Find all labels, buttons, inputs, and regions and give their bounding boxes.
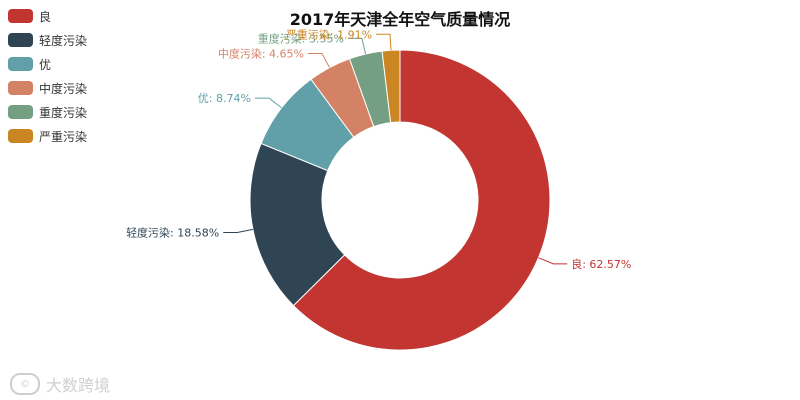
slice-label: 严重污染: 1.91% [286, 27, 372, 41]
legend-swatch [8, 129, 33, 143]
watermark-logo-icon: © [10, 373, 40, 395]
label-leader-line [376, 33, 392, 51]
watermark-text: 大数跨境 [46, 376, 111, 395]
legend-item[interactable]: 中度污染 [8, 76, 87, 100]
legend-item[interactable]: 重度污染 [8, 100, 87, 124]
legend-label: 严重污染 [39, 129, 88, 144]
label-leader-line [538, 257, 568, 265]
watermark: © 大数跨境 [10, 372, 110, 396]
legend-label: 优 [39, 57, 52, 72]
legend-swatch [8, 81, 33, 95]
pie-slice[interactable] [249, 142, 346, 307]
legend-label: 重度污染 [39, 105, 88, 120]
label-leader-line [223, 228, 254, 234]
legend: 良轻度污染优中度污染重度污染严重污染 [8, 4, 87, 148]
pie-slice[interactable] [292, 49, 551, 351]
legend-item[interactable]: 轻度污染 [8, 28, 87, 52]
slice-label: 良: 62.57% [571, 257, 631, 271]
slice-label: 重度污染: 3.55% [258, 31, 344, 45]
slice-label: 中度污染: 4.65% [218, 46, 304, 60]
legend-swatch [8, 57, 33, 71]
legend-item[interactable]: 严重污染 [8, 124, 87, 148]
slice-label: 优: 8.74% [198, 92, 251, 105]
legend-item[interactable]: 优 [8, 52, 87, 76]
legend-item[interactable]: 良 [8, 4, 87, 28]
legend-swatch [8, 9, 33, 23]
legend-label: 轻度污染 [39, 33, 88, 48]
legend-swatch [8, 105, 33, 119]
pie-slice[interactable] [381, 49, 401, 124]
label-leader-line [347, 37, 367, 55]
chart-title: 2017年天津全年空气质量情况 [289, 10, 511, 29]
legend-label: 中度污染 [39, 81, 88, 96]
slice-label: 轻度污染: 18.58% [126, 226, 219, 240]
legend-label: 良 [39, 9, 52, 24]
label-leader-line [254, 97, 282, 109]
legend-swatch [8, 33, 33, 47]
label-leader-line [308, 52, 330, 68]
